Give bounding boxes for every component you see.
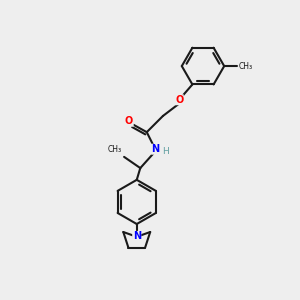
Text: H: H [162,147,168,156]
Text: CH₃: CH₃ [108,145,122,154]
Text: CH₃: CH₃ [238,61,253,70]
Text: N: N [133,231,141,242]
Text: O: O [175,95,183,105]
Text: O: O [125,116,133,126]
Text: N: N [152,144,160,154]
